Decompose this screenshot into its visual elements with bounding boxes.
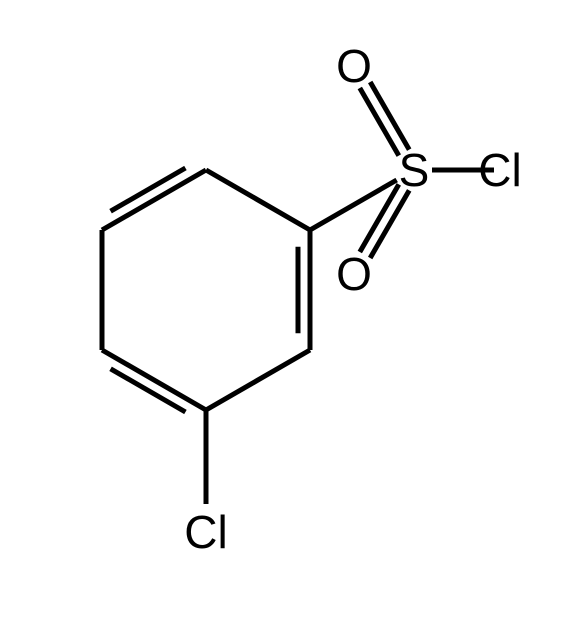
atom-label-cl1: Cl [478, 144, 521, 196]
atom-label-o2: O [336, 248, 372, 300]
atom-label-cl2: Cl [184, 506, 227, 558]
atom-label-o1: O [336, 40, 372, 92]
molecule-diagram: SO O Cl Cl [0, 0, 563, 640]
atom-label-s: S [399, 144, 430, 196]
